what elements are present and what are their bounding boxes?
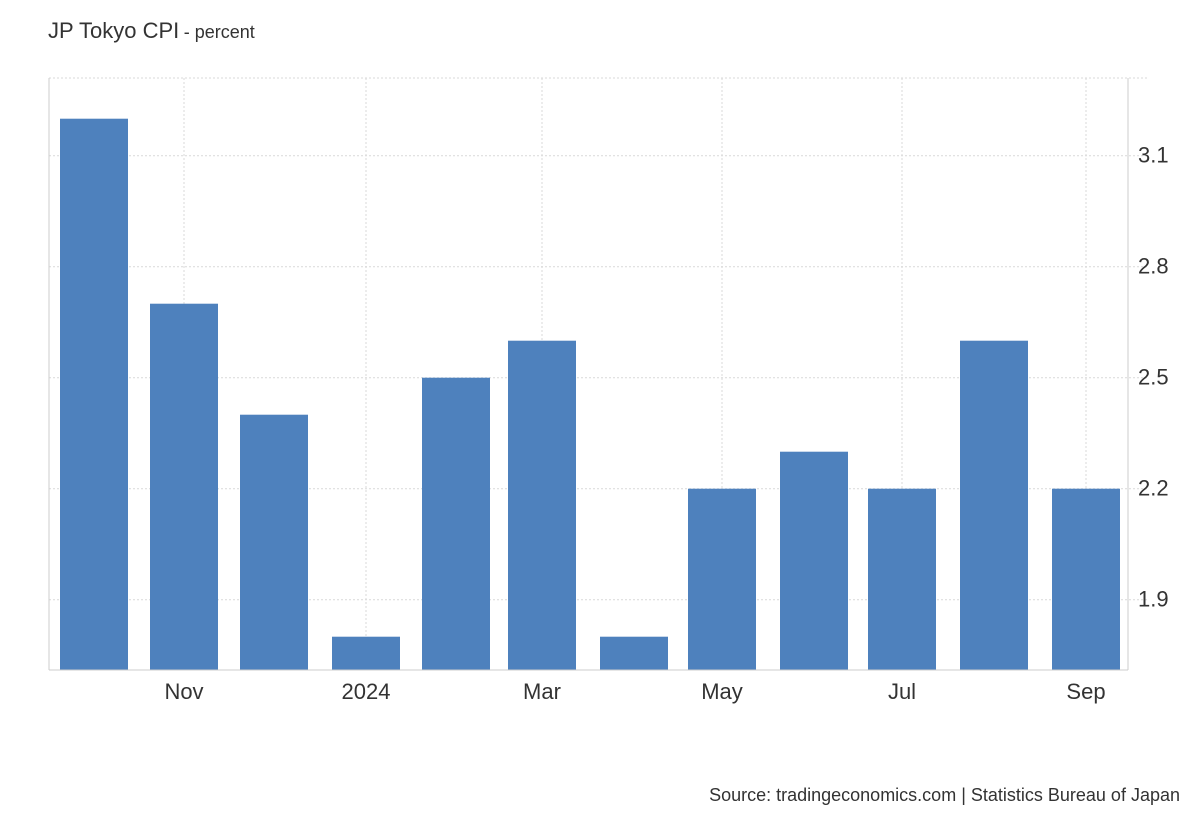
bar (332, 636, 400, 670)
bar (422, 377, 490, 670)
x-tick-label: Jul (888, 679, 916, 704)
bar (240, 414, 308, 670)
x-tick-label: Mar (523, 679, 561, 704)
bar (780, 451, 848, 670)
axes (48, 78, 1129, 671)
chart-title-block: JP Tokyo CPI - percent (48, 18, 255, 44)
chart-title: JP Tokyo CPI (48, 18, 180, 43)
bar (1052, 488, 1120, 670)
bar (960, 340, 1028, 670)
y-tick-labels: 1.9 2.2 2.5 2.8 3.1 (1138, 143, 1169, 612)
bar (508, 340, 576, 670)
bar (868, 488, 936, 670)
y-tick-label: 1.9 (1138, 587, 1169, 612)
y-tick-label: 2.2 (1138, 476, 1169, 501)
bars (60, 118, 1120, 670)
y-tick-label: 2.8 (1138, 254, 1169, 279)
y-tick-label: 3.1 (1138, 143, 1169, 168)
x-tick-label: May (701, 679, 743, 704)
x-tick-label: 2024 (342, 679, 391, 704)
x-tick-label: Nov (164, 679, 203, 704)
bar (688, 488, 756, 670)
x-tick-label: Sep (1066, 679, 1105, 704)
bar (150, 303, 218, 670)
x-tick-labels: Nov 2024 Mar May Jul Sep (164, 679, 1105, 704)
bar (600, 636, 668, 670)
source-note: Source: tradingeconomics.com | Statistic… (709, 785, 1180, 805)
chart-subtitle: - percent (183, 22, 255, 42)
y-tick-label: 2.5 (1138, 365, 1169, 390)
bar (60, 118, 128, 670)
